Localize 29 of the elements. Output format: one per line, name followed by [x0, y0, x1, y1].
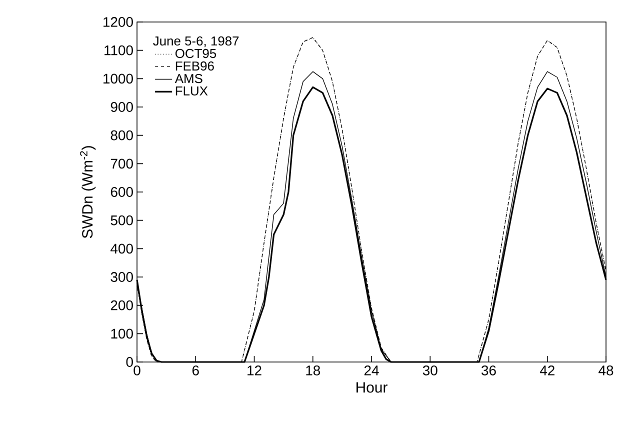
x-tick-label: 24 [364, 366, 379, 376]
y-tick-label: 800 [110, 130, 133, 140]
x-axis-title: Hour [356, 382, 388, 393]
legend-label: OCT95 [175, 48, 216, 58]
y-tick-label: 400 [110, 244, 133, 254]
y-tick-label: 1100 [104, 45, 133, 56]
x-tick-label: 12 [248, 366, 262, 376]
legend-title: June 5-6, 1987 [153, 36, 239, 48]
x-tick-label: 0 [134, 366, 140, 376]
x-tick-label: 36 [482, 366, 496, 376]
x-tick-label: 42 [540, 366, 554, 376]
legend-label: FEB96 [176, 61, 214, 71]
y-axis-title: SWDn (Wm$^{-2}$) [80, 146, 96, 238]
y-tick-label: 1000 [104, 74, 133, 84]
x-tick-label: 48 [598, 366, 614, 376]
legend-label: AMS [174, 74, 202, 84]
x-tick-label: 6 [192, 366, 199, 376]
y-tick-label: 300 [110, 272, 133, 282]
x-tick-label: 30 [422, 366, 438, 376]
y-tick-label: 1200 [104, 17, 133, 27]
legend-label: FLUX [176, 86, 208, 96]
x-tick-label: 18 [306, 366, 320, 376]
y-tick-label: 100 [111, 328, 133, 339]
y-tick-label: 500 [110, 215, 133, 226]
y-tick-label: 700 [110, 158, 133, 169]
y-tick-label: 900 [110, 102, 133, 112]
y-tick-label: 600 [110, 187, 133, 197]
y-tick-label: 0 [126, 357, 133, 367]
y-tick-label: 200 [110, 300, 133, 310]
